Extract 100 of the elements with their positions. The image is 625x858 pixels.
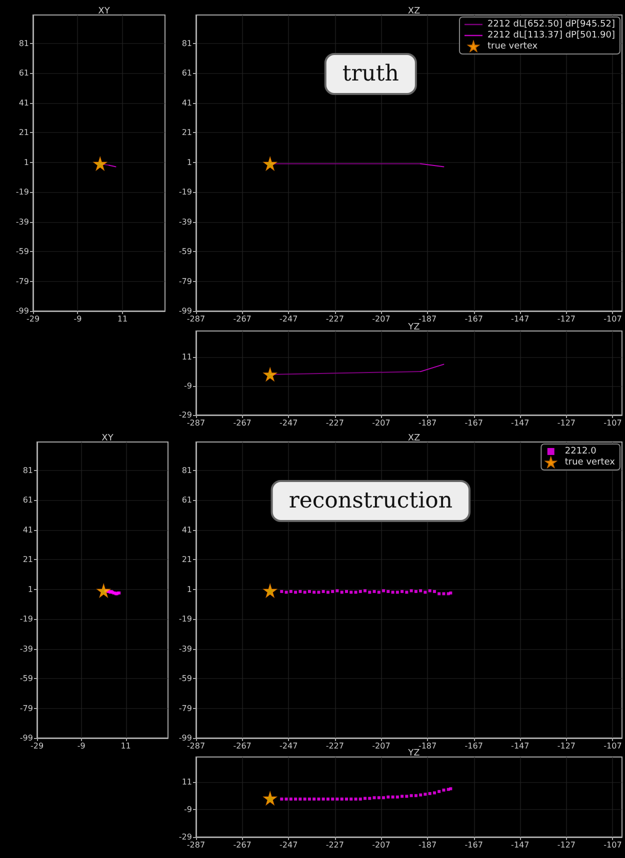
chart-title: XZ [408,6,420,16]
y-tick-label: 41 [22,525,33,534]
x-tick-label: -127 [557,840,576,850]
y-tick-label: 1 [28,584,33,594]
y-tick-label: -39 [178,217,192,226]
x-tick-label: 11 [120,742,131,750]
x-tick-label: -147 [511,840,530,850]
x-tick-label: -187 [418,314,437,324]
y-tick-label: -59 [16,247,29,256]
y-tick-label: 1 [24,158,29,167]
x-tick-label: -147 [511,314,530,324]
x-tick-label: 11 [117,314,128,324]
x-tick-label: -287 [186,314,206,324]
x-tick-label: -207 [372,418,390,428]
x-tick-label: -187 [418,840,437,850]
y-tick-label: -29 [178,832,192,842]
annotation: reconstruction [288,488,453,514]
x-tick-label: -207 [372,314,390,324]
y-tick-label: -19 [16,188,29,197]
y-tick-label: 61 [182,496,192,505]
x-tick-label: -247 [280,840,298,850]
y-tick-label: -59 [178,674,192,684]
y-tick-label: 41 [182,525,192,534]
chart-title: YZ [407,322,420,332]
legend-label: true vertex [487,42,538,52]
y-tick-label: 1 [186,158,192,167]
legend-label: true vertex [564,458,616,468]
y-tick-label: 21 [18,128,29,138]
x-tick-label: -287 [186,840,206,850]
x-tick-label: -107 [604,418,622,428]
y-tick-label: -19 [178,188,192,197]
y-tick-label: -9 [184,382,192,391]
x-tick-label: -9 [77,742,86,750]
y-tick-label: 21 [22,555,33,564]
chart-title: XY [98,6,110,16]
y-tick-label: -39 [178,644,192,654]
x-tick-label: -167 [464,840,483,850]
y-tick-label: -59 [20,674,33,684]
x-tick-label: -227 [326,314,344,324]
x-tick-label: -167 [464,314,483,324]
y-tick-label: -99 [20,734,33,742]
x-tick-label: -9 [74,314,82,324]
y-tick-label: -39 [16,217,29,226]
y-tick-label: 21 [182,128,192,138]
x-tick-label: -207 [372,840,390,850]
y-tick-label: 41 [182,98,192,108]
x-tick-label: -127 [557,742,576,750]
y-tick-label: 1 [186,584,192,594]
y-tick-label: -19 [178,614,192,624]
annotation: truth [342,62,399,86]
y-tick-label: 21 [182,555,192,564]
x-tick-label: -227 [326,742,344,750]
x-tick-label: -247 [280,314,298,324]
y-tick-label: -79 [178,276,192,286]
x-tick-label: -287 [186,418,206,428]
y-tick-label: 61 [182,68,192,78]
x-tick-label: -167 [464,418,483,428]
x-tick-label: -227 [326,418,344,428]
x-tick-label: -287 [186,742,206,750]
x-tick-label: -147 [511,418,530,428]
legend-label: 2212.0 [564,446,597,456]
x-tick-label: -267 [233,742,252,750]
y-tick-label: 41 [18,98,29,108]
x-tick-label: -107 [604,314,622,324]
y-tick-label: -79 [20,704,33,713]
chart-title: XY [102,434,114,444]
y-tick-label: -19 [20,614,33,624]
y-tick-label: 81 [182,466,192,475]
x-tick-label: -107 [604,840,622,850]
y-tick-label: 61 [22,496,33,505]
x-tick-label: -167 [464,742,483,750]
y-tick-label: 81 [182,38,192,48]
x-tick-label: -187 [418,742,437,750]
y-tick-label: 81 [22,466,33,475]
y-tick-label: -79 [178,704,192,713]
y-tick-label: -29 [178,410,192,420]
y-tick-label: -99 [16,306,29,316]
y-tick-label: -99 [178,306,192,316]
y-tick-label: -39 [20,644,33,654]
x-tick-label: -147 [511,742,530,750]
y-tick-label: 11 [182,352,192,362]
x-tick-label: -227 [326,840,344,850]
x-tick-label: -247 [280,418,298,428]
legend-label: 2212 dL[652.50] dP[945.52] [487,20,616,30]
x-tick-label: -127 [557,418,576,428]
x-tick-label: -187 [418,418,437,428]
chart-title: XZ [408,434,420,444]
y-tick-label: -99 [178,734,192,742]
x-tick-label: -267 [233,314,252,324]
x-tick-label: -107 [604,742,622,750]
y-tick-label: -9 [184,804,192,814]
y-tick-label: 11 [182,777,192,786]
x-tick-label: -29 [30,742,44,750]
x-tick-label: -207 [372,742,390,750]
x-tick-label: -267 [233,840,252,850]
y-tick-label: 81 [18,38,29,48]
legend-label: 2212 dL[113.37] dP[501.90] [487,30,616,40]
x-tick-label: -267 [233,418,252,428]
y-tick-label: -79 [16,276,29,286]
y-tick-label: -59 [178,247,192,256]
